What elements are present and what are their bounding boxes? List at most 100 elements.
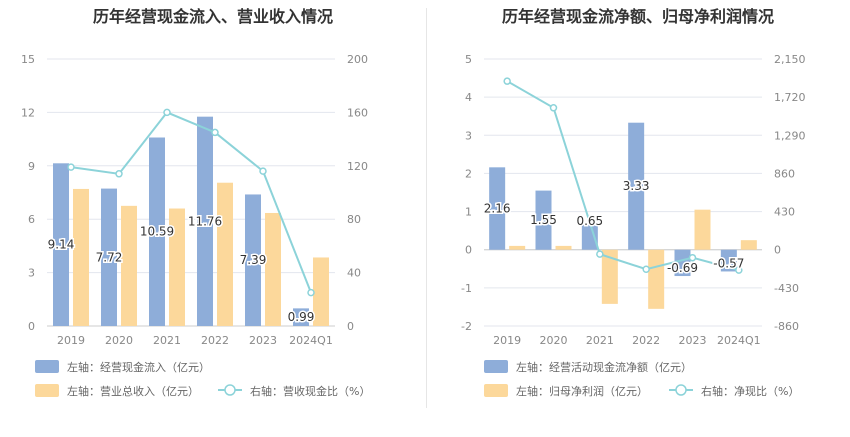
y-right-tick-label: 0	[347, 320, 354, 333]
bar-value-label: -0.57	[713, 256, 744, 270]
ratio-point	[307, 288, 315, 297]
y-right-tick-label: 120	[347, 160, 368, 173]
bar-primary	[628, 122, 645, 250]
cash-inflow-revenue-chart: 历年经营现金流入、营业收入情况 0 3 6 9 12 15 0 40 80 120 160 200 201…	[21, 7, 370, 398]
bar-primary	[489, 167, 506, 250]
bar-secondary	[217, 182, 233, 326]
bar-primary	[149, 137, 165, 326]
x-tick-label: 2023	[249, 334, 277, 347]
y-right-tick-label: -860	[774, 320, 799, 333]
ratio-point	[67, 163, 75, 171]
bar-value-label: 7.72	[96, 250, 123, 264]
x-tick-label: 2021	[153, 334, 181, 347]
legend-label-ratio: 右轴：净现比（%）	[701, 384, 799, 398]
bar-value-label: 0.99	[288, 310, 315, 324]
y-right-tick-label: 1,290	[774, 129, 806, 142]
ratio-point	[688, 253, 697, 262]
bar-value-label: 7.39	[240, 253, 267, 267]
ratio-point	[259, 167, 267, 175]
bar-value-label: 2.16	[484, 202, 511, 216]
bar-value-label: -0.69	[667, 261, 698, 275]
bar-secondary	[601, 249, 618, 304]
y-left-tick-label: 1	[465, 206, 472, 219]
legend-label-secondary: 左轴：归母净利润（亿元）	[516, 384, 648, 398]
y-left-tick-label: 15	[21, 53, 35, 66]
legend-swatch-primary	[35, 360, 59, 373]
bar-primary	[101, 188, 117, 326]
x-tick-label: 2021	[586, 334, 614, 347]
bar-secondary	[169, 208, 185, 326]
y-right-tick-label: 2,150	[774, 53, 806, 66]
ratio-point	[642, 265, 650, 273]
y-left-tick-label: 0	[28, 320, 35, 333]
bar-primary	[581, 224, 598, 250]
bar-value-label: 1.55	[530, 213, 557, 227]
x-tick-label: 2024Q1	[289, 334, 333, 347]
legend-label-ratio: 右轴：营收现金比（%）	[250, 384, 370, 398]
x-tick-label: 2023	[679, 334, 707, 347]
chart-title: 历年经营现金流净额、归母净利润情况	[502, 7, 774, 26]
ratio-line	[70, 111, 312, 293]
x-tick-label: 2022	[201, 334, 229, 347]
bar-value-label: 9.14	[48, 238, 75, 252]
bar-primary	[197, 116, 213, 326]
legend-label-primary: 左轴：经营现金流入（亿元）	[67, 360, 210, 374]
x-tick-label: 2022	[632, 334, 660, 347]
x-tick-label: 2020	[540, 334, 568, 347]
chart-title: 历年经营现金流入、营业收入情况	[93, 7, 333, 26]
y-left-tick-label: 5	[465, 53, 472, 66]
bar-secondary	[265, 212, 281, 326]
ratio-point	[549, 104, 558, 112]
y-left-tick-label: 12	[21, 106, 35, 119]
ratio-point	[503, 77, 511, 85]
x-tick-label: 2020	[105, 334, 133, 347]
bar-secondary	[648, 249, 665, 309]
y-right-tick-label: -430	[774, 282, 799, 295]
bar-secondary	[740, 240, 757, 250]
ratio-point	[163, 108, 171, 117]
ratio-point	[115, 170, 123, 178]
y-right-tick-label: 430	[774, 206, 795, 219]
y-left-tick-label: 3	[465, 129, 472, 142]
bar-value-label: 10.59	[140, 225, 174, 239]
y-right-tick-label: 80	[347, 213, 361, 226]
x-tick-label: 2019	[57, 334, 85, 347]
y-left-tick-label: 9	[28, 160, 35, 173]
legend-marker-ratio	[675, 384, 687, 396]
ratio-line	[506, 80, 740, 272]
ratio-point	[596, 250, 604, 258]
bar-primary	[245, 194, 261, 326]
ratio-point	[735, 266, 743, 274]
ratio-point	[211, 128, 219, 137]
bar-value-label: 3.33	[623, 179, 650, 193]
bar-value-label: 0.65	[576, 214, 603, 228]
y-left-tick-label: 2	[465, 167, 472, 180]
y-right-tick-label: 40	[347, 267, 361, 280]
legend-marker-ratio	[224, 384, 236, 396]
y-left-tick-label: 6	[28, 213, 35, 226]
y-right-tick-label: 860	[774, 167, 795, 180]
net-cashflow-profit-chart: 历年经营现金流净额、归母净利润情况 -2 -1 0 1 2 3 4 5 -860 -430 0 430 8…	[461, 7, 806, 398]
y-left-tick-label: -1	[461, 282, 472, 295]
y-right-tick-label: 160	[347, 106, 368, 119]
legend-label-secondary: 左轴：营业总收入（亿元）	[67, 384, 199, 398]
legend-label-primary: 左轴：经营活动现金流净额（亿元）	[516, 360, 692, 374]
bar-primary	[535, 190, 552, 250]
y-right-tick-label: 1,720	[774, 91, 806, 104]
bar-secondary	[121, 205, 137, 326]
y-right-tick-label: 0	[774, 244, 781, 257]
bar-secondary	[313, 257, 329, 326]
y-right-tick-label: 200	[347, 53, 368, 66]
y-left-tick-label: 4	[465, 91, 472, 104]
bar-secondary	[509, 245, 526, 250]
y-left-tick-label: 0	[465, 244, 472, 257]
bar-primary	[53, 163, 69, 326]
y-left-tick-label: 3	[28, 267, 35, 280]
panel-divider	[426, 8, 427, 408]
bar-value-label: 11.76	[188, 214, 222, 228]
bar-primary	[293, 308, 309, 326]
legend-swatch-primary	[484, 360, 508, 373]
legend-swatch-secondary	[484, 384, 508, 397]
bar-primary	[674, 249, 691, 277]
